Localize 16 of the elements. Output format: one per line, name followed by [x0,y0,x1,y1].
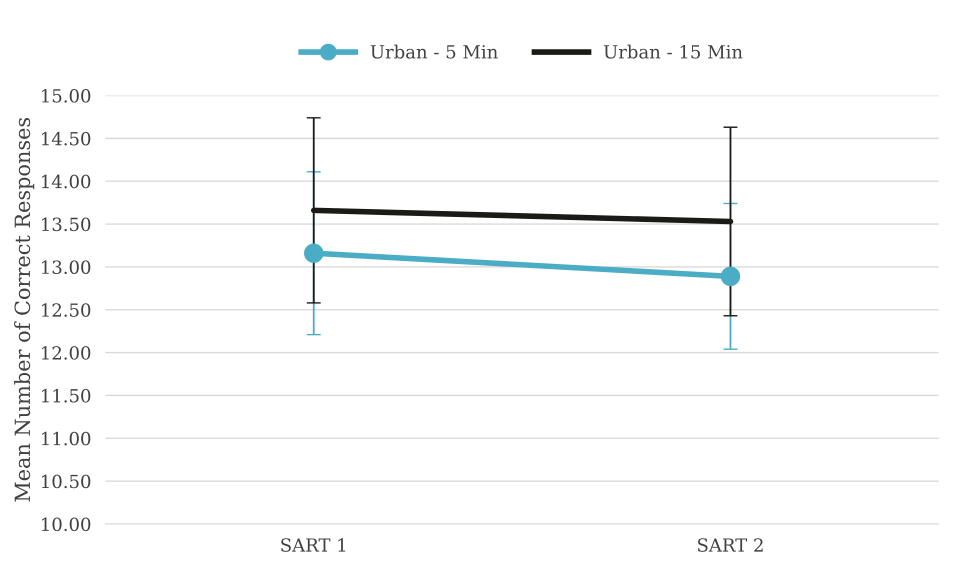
y-tick-label: 14.50 [42,132,90,146]
y-tick-label: 15.00 [42,88,90,103]
y-tick-label: 12.50 [42,303,90,317]
y-tick-label: 12.00 [42,346,90,360]
y-tick-label: 13.00 [42,260,90,274]
y-tick-label: 10.50 [42,474,90,488]
y-axis-title: Mean Number of Correct Responses [14,118,34,502]
x-tick-label: SART 1 [281,538,346,552]
x-tick-label: SART 2 [698,538,763,552]
y-tick-label: 11.00 [42,432,90,446]
legend-label: Urban - 5 Min [370,44,498,59]
y-tick-label: 14.00 [42,174,90,188]
y-tick-label: 11.50 [42,388,90,403]
y-tick-label: 13.50 [42,218,90,232]
y-tick-label: 10.00 [42,517,90,532]
legend-label: Urban - 15 Min [604,44,743,59]
